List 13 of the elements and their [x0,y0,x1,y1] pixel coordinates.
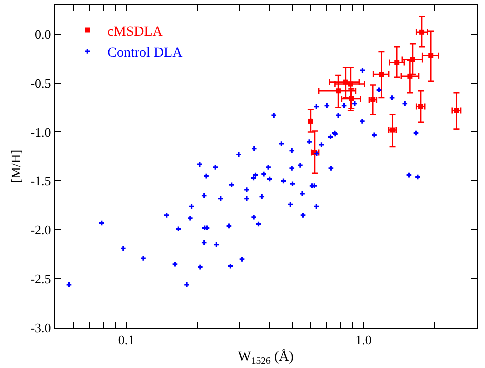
x-axis-title: W$_{1526}$ (Å) [238,349,294,367]
x-tick-label: 1.0 [356,332,372,348]
legend-label: Control DLA [108,46,184,61]
x-tick-label: 0.1 [118,332,135,348]
y-tick-label: -1.5 [30,174,52,189]
y-tick-label: 0.0 [35,26,52,42]
y-axis-title: [M/H] [8,150,24,184]
y-tick-label: -1.0 [30,124,52,140]
y-tick-label: -3.0 [30,320,52,336]
y-tick-label: -0.5 [30,76,52,91]
y-tick-label: -2.0 [30,222,52,238]
y-tick-label: -2.5 [30,272,52,287]
legend-label: cMSDLA [108,24,164,40]
